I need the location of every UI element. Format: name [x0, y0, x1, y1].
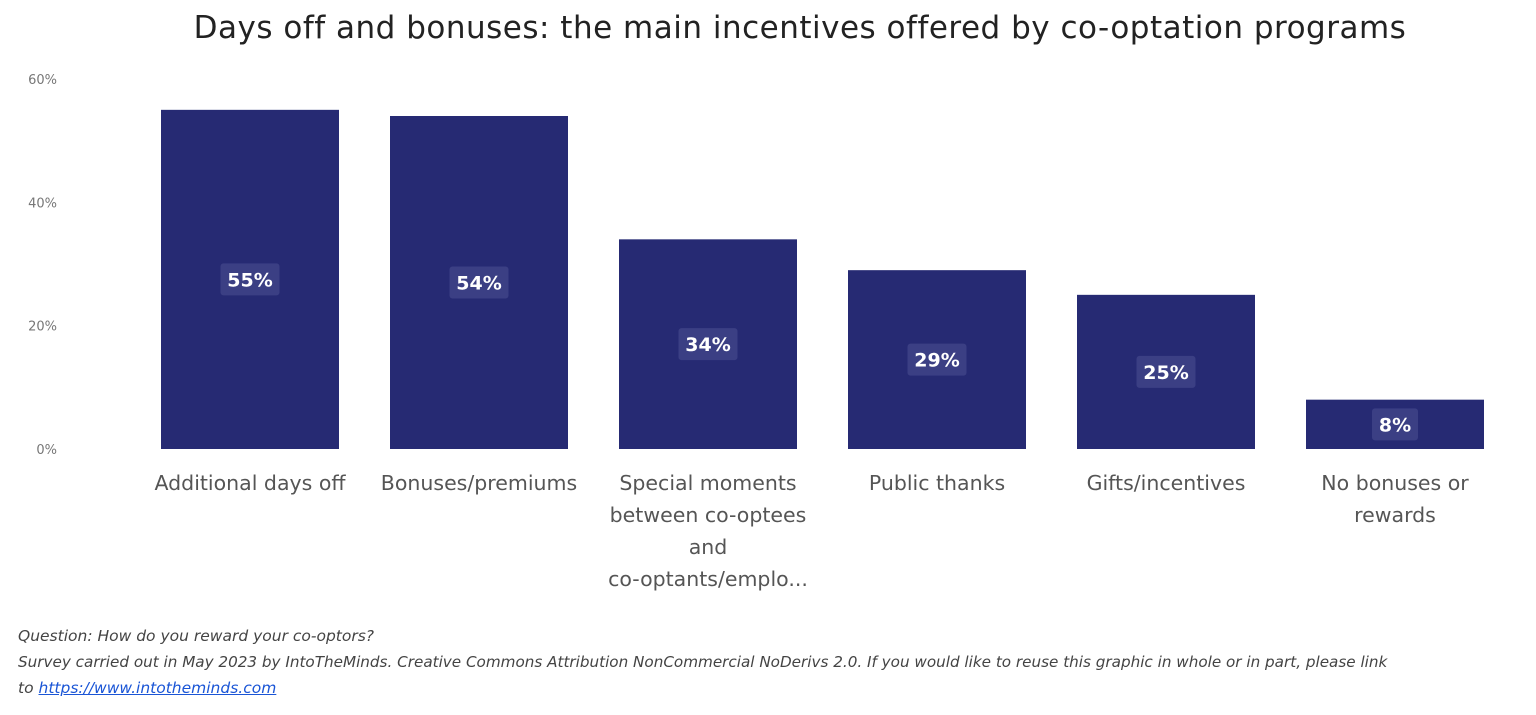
x-tick-label: Bonuses/premiums	[381, 471, 577, 495]
chart-title: Days off and bonuses: the main incentive…	[193, 10, 1407, 46]
source-link[interactable]: https://www.intotheminds.com	[38, 679, 277, 697]
x-tick-label: co-optants/emplo...	[608, 567, 808, 591]
x-tick-label: between co-optees	[610, 503, 807, 527]
x-tick-label: Special moments	[619, 471, 796, 495]
data-label: 34%	[685, 334, 730, 356]
data-label: 55%	[227, 269, 272, 291]
x-tick-label: and	[689, 535, 728, 559]
y-tick-label: 60%	[28, 73, 57, 88]
data-label-box	[220, 263, 280, 296]
footer-link-prefix: to	[18, 679, 39, 697]
x-tick-label: No bonuses or	[1321, 471, 1469, 495]
data-label: 8%	[1379, 414, 1411, 436]
y-tick-label: 40%	[28, 196, 57, 211]
y-tick-label: 20%	[28, 320, 57, 335]
data-label-box	[449, 266, 509, 299]
data-label: 54%	[456, 273, 501, 295]
x-tick-label: Additional days off	[155, 471, 347, 495]
x-tick-label: Gifts/incentives	[1087, 471, 1246, 495]
data-label: 25%	[1143, 362, 1188, 384]
data-label-box	[1372, 408, 1418, 441]
x-tick-label: Public thanks	[869, 471, 1005, 495]
data-label-box	[907, 343, 967, 376]
x-tick-label: rewards	[1354, 503, 1436, 527]
footer-source: Survey carried out in May 2023 by IntoTh…	[18, 653, 1388, 671]
data-label-box	[1136, 355, 1196, 388]
bar-chart: 0% 20% 40% 60% 55% Additional days off 54% Bonu…	[28, 73, 1484, 591]
data-label-box	[678, 328, 738, 361]
data-label: 29%	[914, 350, 959, 372]
y-tick-label: 0%	[36, 443, 57, 458]
footer-question: Question: How do you reward your co-opto…	[18, 627, 375, 645]
